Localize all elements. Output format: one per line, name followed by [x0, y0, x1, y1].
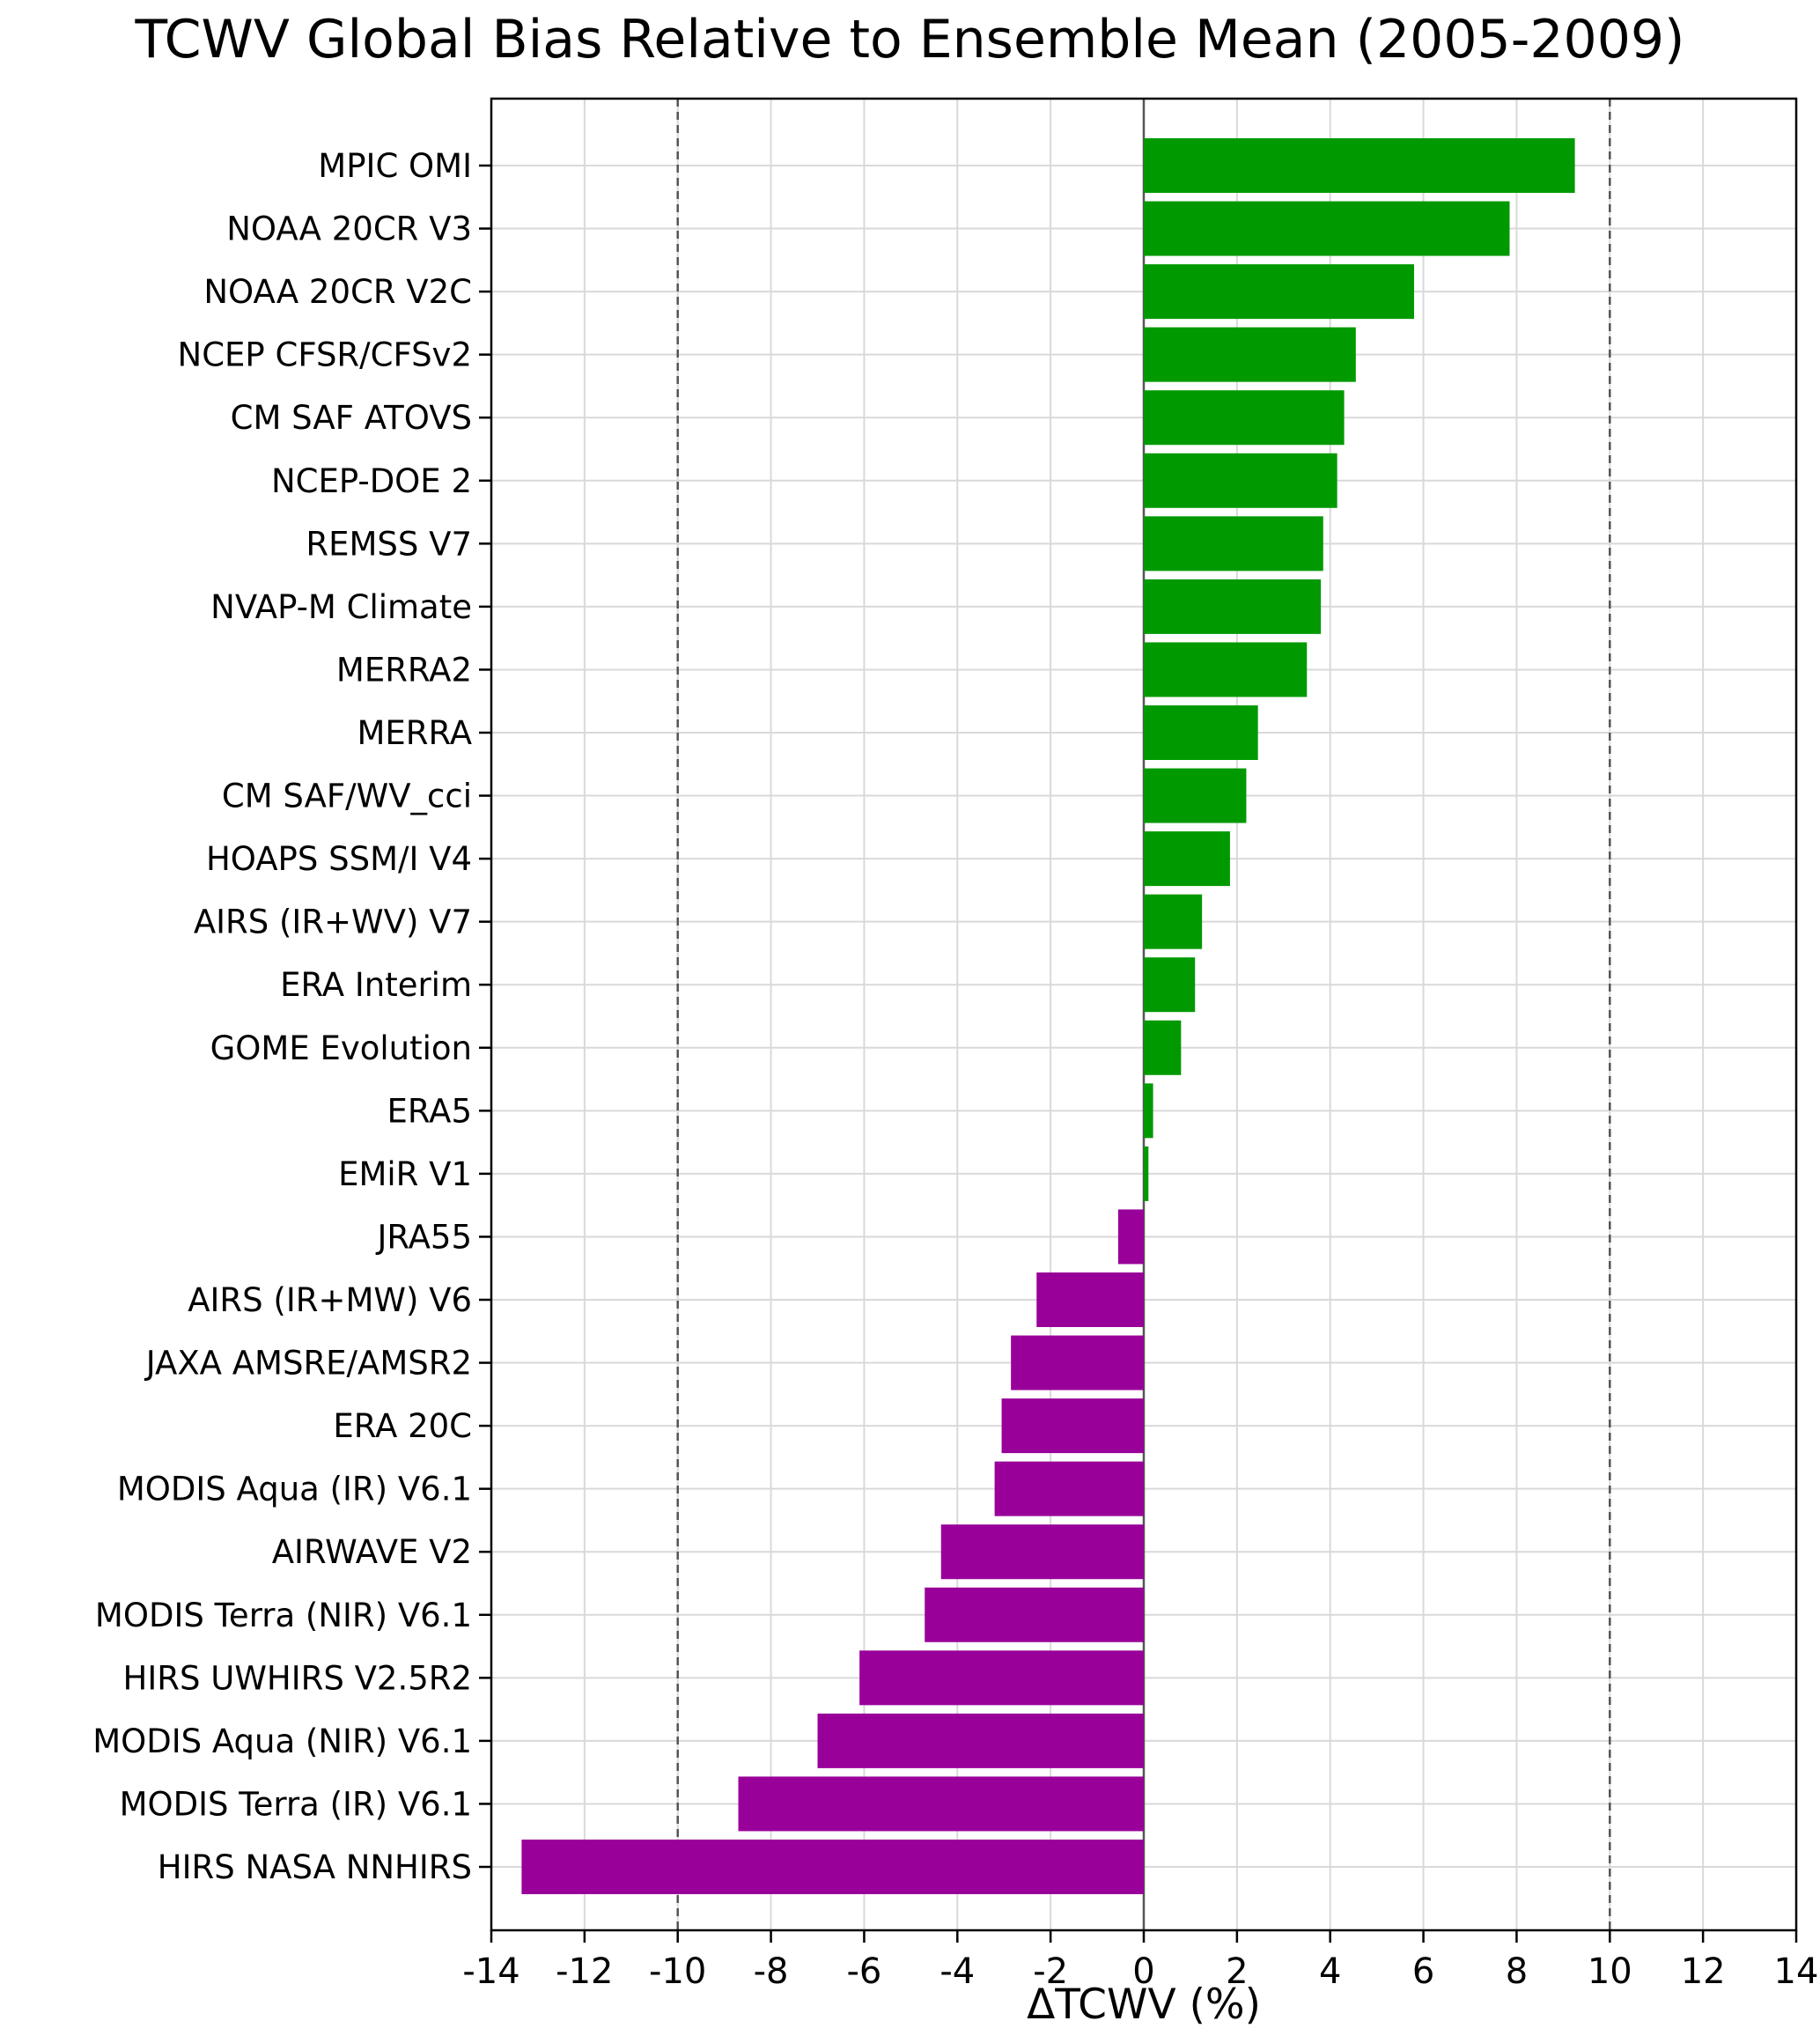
- bar-7: [1144, 579, 1322, 634]
- x-tick-label-9: 4: [1319, 1951, 1341, 1992]
- bar-20: [1001, 1398, 1144, 1454]
- x-tick-label-6: -2: [1033, 1951, 1068, 1992]
- x-tick-label-10: 6: [1412, 1951, 1434, 1992]
- category-label-7: NVAP-M Climate: [210, 588, 472, 626]
- x-tick-label-13: 12: [1681, 1951, 1726, 1992]
- category-label-8: MERRA2: [336, 651, 472, 689]
- bar-25: [817, 1713, 1144, 1768]
- category-label-14: GOME Evolution: [210, 1029, 472, 1067]
- category-label-2: NOAA 20CR V2C: [203, 273, 472, 311]
- bar-24: [859, 1650, 1144, 1706]
- x-tick-label-1: -12: [556, 1951, 613, 1992]
- bar-27: [521, 1840, 1144, 1894]
- x-tick-label-3: -8: [754, 1951, 789, 1992]
- x-tick-label-7: 0: [1132, 1951, 1154, 1992]
- category-label-18: AIRS (IR+MW) V6: [188, 1281, 472, 1319]
- category-label-27: HIRS NASA NNHIRS: [158, 1848, 472, 1886]
- x-tick-label-14: 14: [1774, 1951, 1819, 1992]
- bar-5: [1144, 453, 1337, 508]
- bar-12: [1144, 894, 1203, 949]
- bar-2: [1144, 264, 1414, 320]
- x-tick-label-5: -4: [939, 1951, 975, 1992]
- bar-16: [1144, 1146, 1149, 1201]
- bar-15: [1144, 1083, 1153, 1139]
- category-label-1: NOAA 20CR V3: [226, 210, 472, 248]
- bar-13: [1144, 957, 1196, 1013]
- category-label-26: MODIS Terra (IR) V6.1: [120, 1785, 472, 1823]
- x-tick-label-12: 10: [1588, 1951, 1632, 1992]
- bar-11: [1144, 831, 1230, 887]
- category-label-13: ERA Interim: [280, 966, 472, 1004]
- x-axis-label: ΔTCWV (%): [1027, 1980, 1261, 2029]
- bar-26: [738, 1776, 1144, 1832]
- category-label-0: MPIC OMI: [318, 147, 472, 185]
- bar-9: [1144, 705, 1258, 760]
- x-tick-label-0: -14: [462, 1951, 519, 1992]
- category-label-16: EMiR V1: [338, 1155, 472, 1193]
- category-label-5: NCEP-DOE 2: [271, 462, 472, 500]
- bar-6: [1144, 516, 1323, 572]
- bar-8: [1144, 642, 1308, 697]
- category-label-17: JRA55: [375, 1218, 472, 1256]
- bar-4: [1144, 390, 1345, 446]
- category-label-21: MODIS Aqua (IR) V6.1: [117, 1471, 472, 1508]
- bar-17: [1117, 1209, 1144, 1265]
- category-label-9: MERRA: [357, 714, 472, 752]
- bar-14: [1144, 1020, 1182, 1075]
- bar-22: [940, 1524, 1144, 1580]
- category-label-22: AIRWAVE V2: [272, 1533, 472, 1571]
- bar-0: [1144, 138, 1575, 193]
- category-label-3: NCEP CFSR/CFSv2: [178, 336, 472, 374]
- category-label-23: MODIS Terra (NIR) V6.1: [95, 1597, 472, 1634]
- category-label-24: HIRS UWHIRS V2.5R2: [123, 1659, 472, 1697]
- category-label-10: CM SAF/WV_cci: [222, 778, 472, 815]
- bar-23: [925, 1587, 1144, 1642]
- bar-19: [1011, 1335, 1144, 1390]
- x-tick-label-4: -6: [846, 1951, 881, 1992]
- bar-10: [1144, 768, 1247, 823]
- bar-18: [1036, 1272, 1144, 1327]
- category-label-19: JAXA AMSRE/AMSR2: [144, 1345, 472, 1383]
- category-label-4: CM SAF ATOVS: [231, 399, 472, 437]
- x-tick-label-8: 2: [1226, 1951, 1248, 1992]
- category-label-6: REMSS V7: [306, 525, 472, 563]
- x-tick-label-11: 8: [1506, 1951, 1528, 1992]
- category-label-11: HOAPS SSM/I V4: [206, 840, 472, 878]
- category-label-12: AIRS (IR+WV) V7: [194, 903, 472, 941]
- chart-title: TCWV Global Bias Relative to Ensemble Me…: [135, 9, 1685, 70]
- bar-21: [994, 1461, 1144, 1516]
- bar-1: [1144, 201, 1510, 256]
- category-label-20: ERA 20C: [333, 1407, 472, 1445]
- bar-3: [1144, 327, 1356, 382]
- x-tick-label-2: -10: [649, 1951, 706, 1992]
- category-label-25: MODIS Aqua (NIR) V6.1: [92, 1722, 472, 1760]
- category-label-15: ERA5: [387, 1092, 472, 1130]
